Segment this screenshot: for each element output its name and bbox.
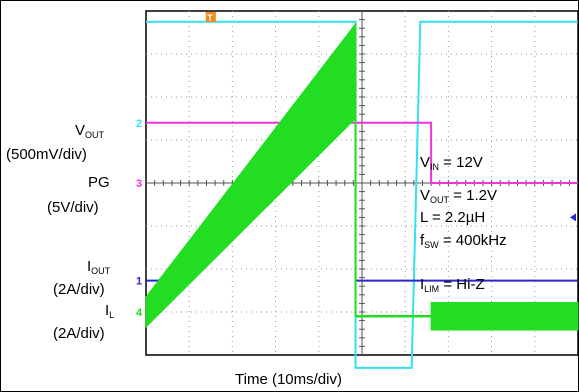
vout-scale-label: (500mV/div) — [6, 146, 87, 163]
condition-inductor: L = 2.2µH — [420, 209, 486, 226]
channel-marker-4: 4 — [136, 307, 143, 319]
condition-vout: VOUT = 1.2V — [420, 187, 497, 205]
condition-fsw: fSW = 400kHz — [420, 232, 507, 250]
trigger-marker-label: T — [207, 13, 213, 23]
trace-v-out — [146, 20, 578, 369]
iout-label: IOUT — [87, 258, 111, 276]
il-scale-label: (2A/div) — [53, 325, 105, 342]
il-label: IL — [105, 302, 115, 320]
pg-label: PG — [88, 174, 110, 191]
il-restart-burst — [430, 302, 579, 331]
pg-scale-label: (5V/div) — [47, 199, 99, 216]
iout-scale-label: (2A/div) — [53, 281, 105, 298]
condition-vin: VIN = 12V — [420, 154, 483, 172]
x-axis-label: Time (10ms/div) — [235, 371, 342, 388]
channel-marker-2: 2 — [136, 118, 142, 130]
vout-label: VOUT — [75, 122, 105, 140]
trigger-marker-box — [205, 12, 216, 22]
condition-ilim: ILIM = Hi-Z — [420, 276, 485, 294]
channel-marker-1: 1 — [136, 276, 142, 288]
channel-marker-3: 3 — [136, 178, 142, 190]
trigger-level-marker — [570, 213, 576, 222]
